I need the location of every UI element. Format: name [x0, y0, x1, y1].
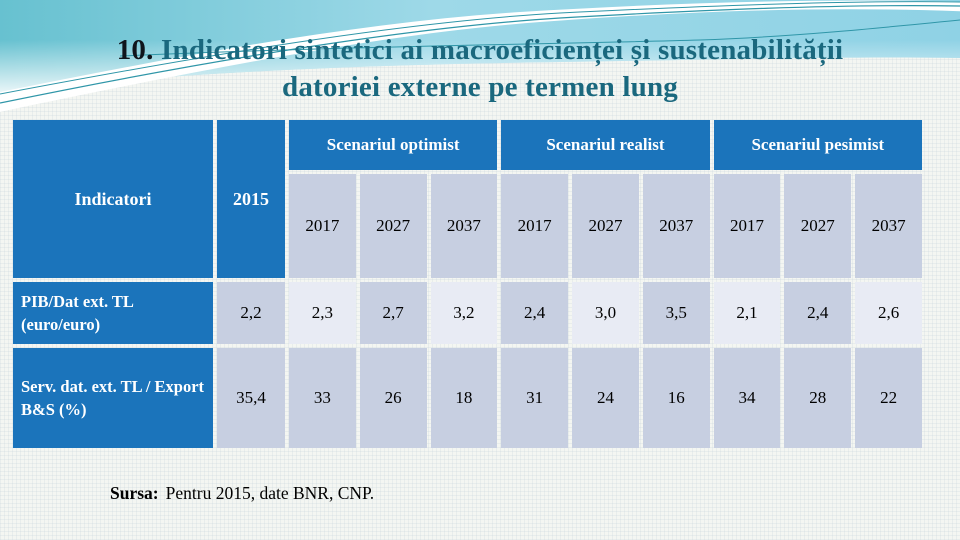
- scenario-header-row: Indicatori 2015 Scenariul optimist Scena…: [13, 120, 922, 278]
- cell-serv-opt-2037: 18: [430, 348, 498, 448]
- swoosh-line-2: [0, 1, 960, 95]
- year-header-realist-2017: 2017: [501, 174, 569, 278]
- cell-pib-2015: 2,2: [217, 282, 285, 344]
- year-header-optimist-2027: 2027: [359, 174, 427, 278]
- year-header-pesimist-2017: 2017: [713, 174, 781, 278]
- source-label: Sursa:: [110, 483, 159, 503]
- cell-pib-opt-2027: 2,7: [359, 282, 427, 344]
- title-line-2: datoriei externe pe termen lung: [282, 71, 678, 103]
- cell-pib-pes-2037: 2,6: [855, 282, 922, 344]
- source-note: Sursa: Pentru 2015, date BNR, CNP.: [110, 483, 374, 504]
- swoosh-line-3: [119, 19, 960, 57]
- title-line-1: 10. Indicatori sintetici ai macroeficien…: [0, 32, 960, 69]
- year-header-realist-2037: 2037: [642, 174, 710, 278]
- cell-pib-opt-2037: 3,2: [430, 282, 498, 344]
- table-row-pib: PIB/Dat ext. TL (euro/euro) 2,2 2,3 2,7 …: [13, 282, 922, 344]
- cell-pib-opt-2017: 2,3: [289, 282, 356, 344]
- year-header-pesimist-2027: 2027: [784, 174, 852, 278]
- source-text: Pentru 2015, date BNR, CNP.: [165, 483, 375, 503]
- cell-serv-pes-2037: 22: [855, 348, 922, 448]
- swoosh-line-1: [0, 5, 960, 104]
- cell-pib-pes-2027: 2,4: [784, 282, 852, 344]
- cell-pib-real-2037: 3,5: [642, 282, 710, 344]
- cell-pib-real-2017: 2,4: [501, 282, 569, 344]
- slide-title: 10. Indicatori sintetici ai macroeficien…: [0, 32, 960, 106]
- table-row-serv: Serv. dat. ext. TL / Export B&S (%) 35,4…: [13, 348, 922, 448]
- year-header-pesimist-2037: 2037: [855, 174, 922, 278]
- row-label-serv: Serv. dat. ext. TL / Export B&S (%): [13, 348, 213, 448]
- base-year-header: 2015: [217, 120, 285, 278]
- row-label-pib: PIB/Dat ext. TL (euro/euro): [13, 282, 213, 344]
- scenario-header-realist: Scenariul realist: [501, 120, 710, 170]
- scenario-header-pesimist: Scenariul pesimist: [713, 120, 922, 170]
- scenario-header-optimist: Scenariul optimist: [289, 120, 498, 170]
- cell-serv-opt-2017: 33: [289, 348, 356, 448]
- title-number: 10.: [116, 34, 154, 66]
- indicators-table: Indicatori 2015 Scenariul optimist Scena…: [9, 116, 926, 452]
- year-header-optimist-2017: 2017: [289, 174, 356, 278]
- title-line1-text: Indicatori sintetici ai macroeficienței …: [161, 34, 844, 66]
- cell-serv-opt-2027: 26: [359, 348, 427, 448]
- cell-serv-real-2017: 31: [501, 348, 569, 448]
- cell-serv-real-2037: 16: [642, 348, 710, 448]
- cell-serv-pes-2027: 28: [784, 348, 852, 448]
- top-wave-decoration: [0, 0, 960, 112]
- cell-serv-pes-2017: 34: [713, 348, 781, 448]
- cell-serv-2015: 35,4: [217, 348, 285, 448]
- indicators-column-header: Indicatori: [13, 120, 213, 278]
- year-header-realist-2027: 2027: [572, 174, 639, 278]
- year-header-optimist-2037: 2037: [430, 174, 498, 278]
- cell-pib-real-2027: 3,0: [572, 282, 639, 344]
- cell-pib-pes-2017: 2,1: [713, 282, 781, 344]
- year-header-row: 2017 2027 2037 2017 2027 2037 2017 2027 …: [13, 174, 922, 278]
- white-swoosh: [0, 0, 960, 112]
- cell-serv-real-2027: 24: [572, 348, 639, 448]
